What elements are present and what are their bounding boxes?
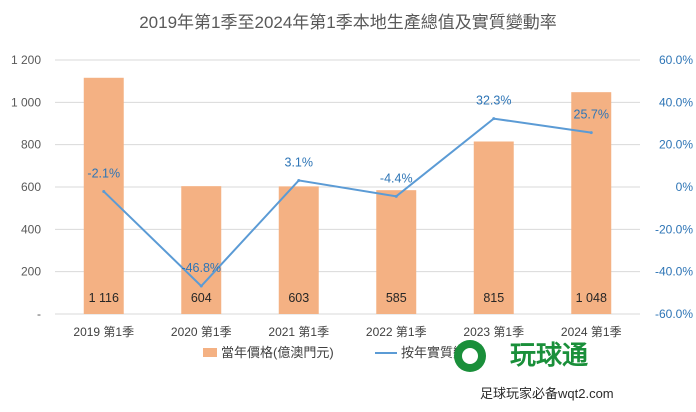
line-point	[492, 117, 496, 121]
y-right-tick-label: -40.0%	[655, 265, 693, 279]
y-left-tick-label: 1 200	[11, 53, 41, 67]
line-point	[199, 284, 203, 288]
y-left-tick-label: -	[37, 307, 41, 321]
bar-data-label: 1 048	[576, 291, 607, 305]
legend-swatch-bars	[203, 348, 217, 357]
chart-title: 2019年第1季至2024年第1季本地生產總值及實質變動率	[139, 13, 557, 32]
bar-data-label: 585	[386, 291, 407, 305]
y-left-tick-label: 600	[21, 180, 41, 194]
data-labels: 1 116 604 603 585 815 1 048 -2.1% -46.8% 3.1% -4.…	[87, 94, 609, 305]
bar-data-label: 815	[483, 291, 504, 305]
watermark-brand: 玩球通	[510, 340, 588, 370]
bar	[83, 77, 124, 314]
y-left-tick-label: 400	[21, 222, 41, 236]
y-axis-left: - 200 400 600 800 1 000 1 200	[11, 53, 41, 321]
y-axis-right: -60.0% -40.0% -20.0% 0% 20.0% 40.0% 60.0%	[655, 53, 693, 321]
watermark-tagline: 足球玩家必备wqt2.com	[480, 386, 614, 401]
y-right-tick-label: 0%	[676, 180, 694, 194]
x-tick-label: 2021 第1季	[268, 325, 329, 339]
line-data-label: 32.3%	[476, 94, 511, 108]
x-tick-label: 2023 第1季	[463, 325, 524, 339]
y-left-tick-label: 1 000	[11, 95, 41, 109]
bar	[473, 141, 514, 314]
bar	[376, 190, 417, 314]
x-tick-label: 2022 第1季	[366, 325, 427, 339]
bar	[181, 186, 222, 314]
line-data-label: 25.7%	[574, 108, 609, 122]
line-data-label: -4.4%	[380, 171, 413, 185]
y-right-tick-label: 20.0%	[659, 138, 693, 152]
line-data-label: -46.8%	[181, 261, 221, 275]
line-point	[589, 131, 593, 135]
legend: 當年價格(億澳門元) 按年實質變動	[203, 345, 479, 360]
bar	[571, 92, 612, 314]
line-path	[103, 117, 592, 288]
line-point	[297, 178, 301, 182]
line-point	[102, 189, 106, 193]
y-right-tick-label: -60.0%	[655, 307, 693, 321]
line-series	[102, 117, 593, 288]
legend-label-bars: 當年價格(億澳門元)	[221, 345, 334, 360]
bar-data-label: 603	[288, 291, 309, 305]
bar	[278, 186, 319, 314]
watermark-ball-icon	[462, 348, 478, 364]
y-right-tick-label: 40.0%	[659, 95, 693, 109]
x-tick-label: 2024 第1季	[561, 325, 622, 339]
line-data-label: 3.1%	[285, 155, 314, 169]
watermark: 玩球通 足球玩家必备wqt2.com	[454, 340, 614, 401]
y-right-tick-label: -20.0%	[655, 222, 693, 236]
bar-series	[83, 77, 612, 314]
bar-data-label: 1 116	[89, 291, 119, 305]
x-axis: 2019 第1季 2020 第1季 2021 第1季 2022 第1季 2023 第1季…	[73, 325, 621, 339]
y-left-tick-label: 800	[21, 138, 41, 152]
grid	[55, 59, 640, 315]
line-data-label: -2.1%	[87, 166, 120, 180]
y-right-tick-label: 60.0%	[659, 53, 693, 67]
line-point	[394, 194, 398, 198]
y-left-tick-label: 200	[21, 265, 41, 279]
x-tick-label: 2020 第1季	[171, 325, 232, 339]
bar-data-label: 604	[191, 291, 212, 305]
x-tick-label: 2019 第1季	[73, 325, 134, 339]
